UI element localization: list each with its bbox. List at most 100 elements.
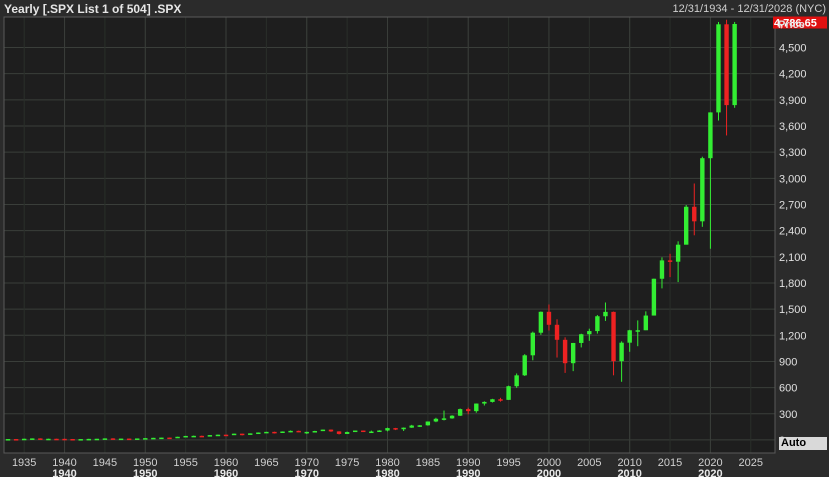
candle	[78, 439, 83, 441]
candle	[401, 427, 406, 431]
candle-body	[304, 431, 309, 434]
candle	[183, 435, 188, 438]
decade-tick-label: 2000	[537, 468, 561, 477]
candle-body	[280, 431, 285, 434]
candle	[86, 438, 91, 441]
candle	[700, 156, 705, 227]
candle-body	[692, 206, 697, 222]
decade-tick-label: 1970	[295, 468, 319, 477]
x-tick-label: 1970	[295, 457, 319, 469]
candle	[522, 354, 527, 376]
candle-body	[223, 434, 229, 437]
candle-body	[54, 438, 59, 441]
candle-body	[70, 438, 75, 441]
candle-body	[86, 438, 91, 441]
candle	[280, 431, 285, 434]
candle	[514, 373, 519, 388]
x-tick-label: 1995	[496, 457, 520, 469]
candle	[231, 433, 237, 436]
candle-body	[110, 438, 116, 440]
candle-body	[449, 415, 455, 419]
candle	[490, 398, 495, 403]
candle-body	[30, 438, 35, 440]
candle	[239, 433, 245, 436]
x-tick-label: 2005	[577, 457, 601, 469]
y-tick-label: 3,000	[779, 173, 807, 185]
decade-tick-label: 1960	[214, 468, 238, 477]
candle	[732, 21, 737, 108]
candle-body	[667, 260, 673, 262]
candle-body	[635, 330, 640, 332]
candle-body	[143, 438, 148, 440]
candle	[651, 278, 657, 316]
decade-tick-label: 1940	[52, 468, 76, 477]
candle-body	[433, 418, 439, 422]
date-range: 12/31/1934 - 12/31/2028 (NYC)	[672, 3, 827, 15]
candle-body	[498, 399, 503, 401]
candle-body	[344, 432, 350, 434]
candle	[215, 434, 221, 437]
candle-body	[118, 438, 124, 441]
candle-body	[312, 431, 318, 433]
x-tick-label: 2010	[617, 457, 641, 469]
x-tick-label: 2000	[537, 457, 561, 469]
candle	[611, 311, 616, 376]
candle	[474, 403, 479, 413]
y-tick-label: 900	[779, 356, 797, 368]
candle-body	[457, 409, 463, 416]
candle-body	[62, 438, 67, 441]
candle	[13, 438, 19, 441]
candle-body	[603, 311, 608, 317]
y-tick-label: 4,200	[779, 69, 807, 81]
candle	[5, 439, 11, 441]
candle	[530, 331, 536, 361]
candle-body	[352, 430, 358, 433]
candle	[716, 21, 721, 121]
candle-body	[126, 438, 132, 441]
candle-body	[248, 433, 253, 435]
candle	[352, 430, 358, 433]
candle	[603, 302, 608, 321]
candle-body	[320, 429, 326, 432]
candle	[570, 342, 576, 372]
candle	[272, 431, 277, 434]
candle-body	[78, 439, 83, 441]
candle	[409, 424, 414, 428]
candle-body	[417, 425, 422, 427]
candle-body	[643, 315, 649, 331]
candle	[675, 241, 681, 283]
candle	[643, 311, 649, 331]
candle	[175, 436, 180, 439]
candle-body	[425, 421, 431, 426]
candle	[667, 253, 673, 278]
candle	[579, 333, 584, 348]
candle	[167, 437, 172, 440]
candle-body	[94, 438, 100, 441]
title-bar: Yearly [.SPX List 1 of 504] .SPX 12/31/1…	[0, 0, 829, 17]
candle	[38, 438, 43, 440]
candle-body	[38, 438, 43, 440]
candle	[635, 320, 640, 347]
y-tick-label: 2,700	[779, 199, 807, 211]
candle-body	[5, 439, 11, 441]
candle-body	[239, 433, 245, 436]
candle	[587, 328, 592, 341]
candle	[264, 431, 269, 434]
auto-scale-button[interactable]: Auto	[779, 437, 827, 450]
candle	[627, 329, 632, 352]
candle	[498, 397, 503, 402]
candle-body	[716, 24, 721, 113]
candle-body	[336, 431, 342, 434]
candle	[708, 112, 713, 249]
candle	[46, 438, 51, 441]
candle-body	[13, 439, 19, 441]
candle-body	[659, 260, 665, 279]
candle-body	[183, 435, 188, 438]
decade-tick-label: 2010	[617, 468, 641, 477]
candle-body	[708, 112, 713, 159]
candle-body	[328, 429, 334, 432]
candle-body	[651, 278, 657, 316]
candle	[425, 421, 431, 426]
